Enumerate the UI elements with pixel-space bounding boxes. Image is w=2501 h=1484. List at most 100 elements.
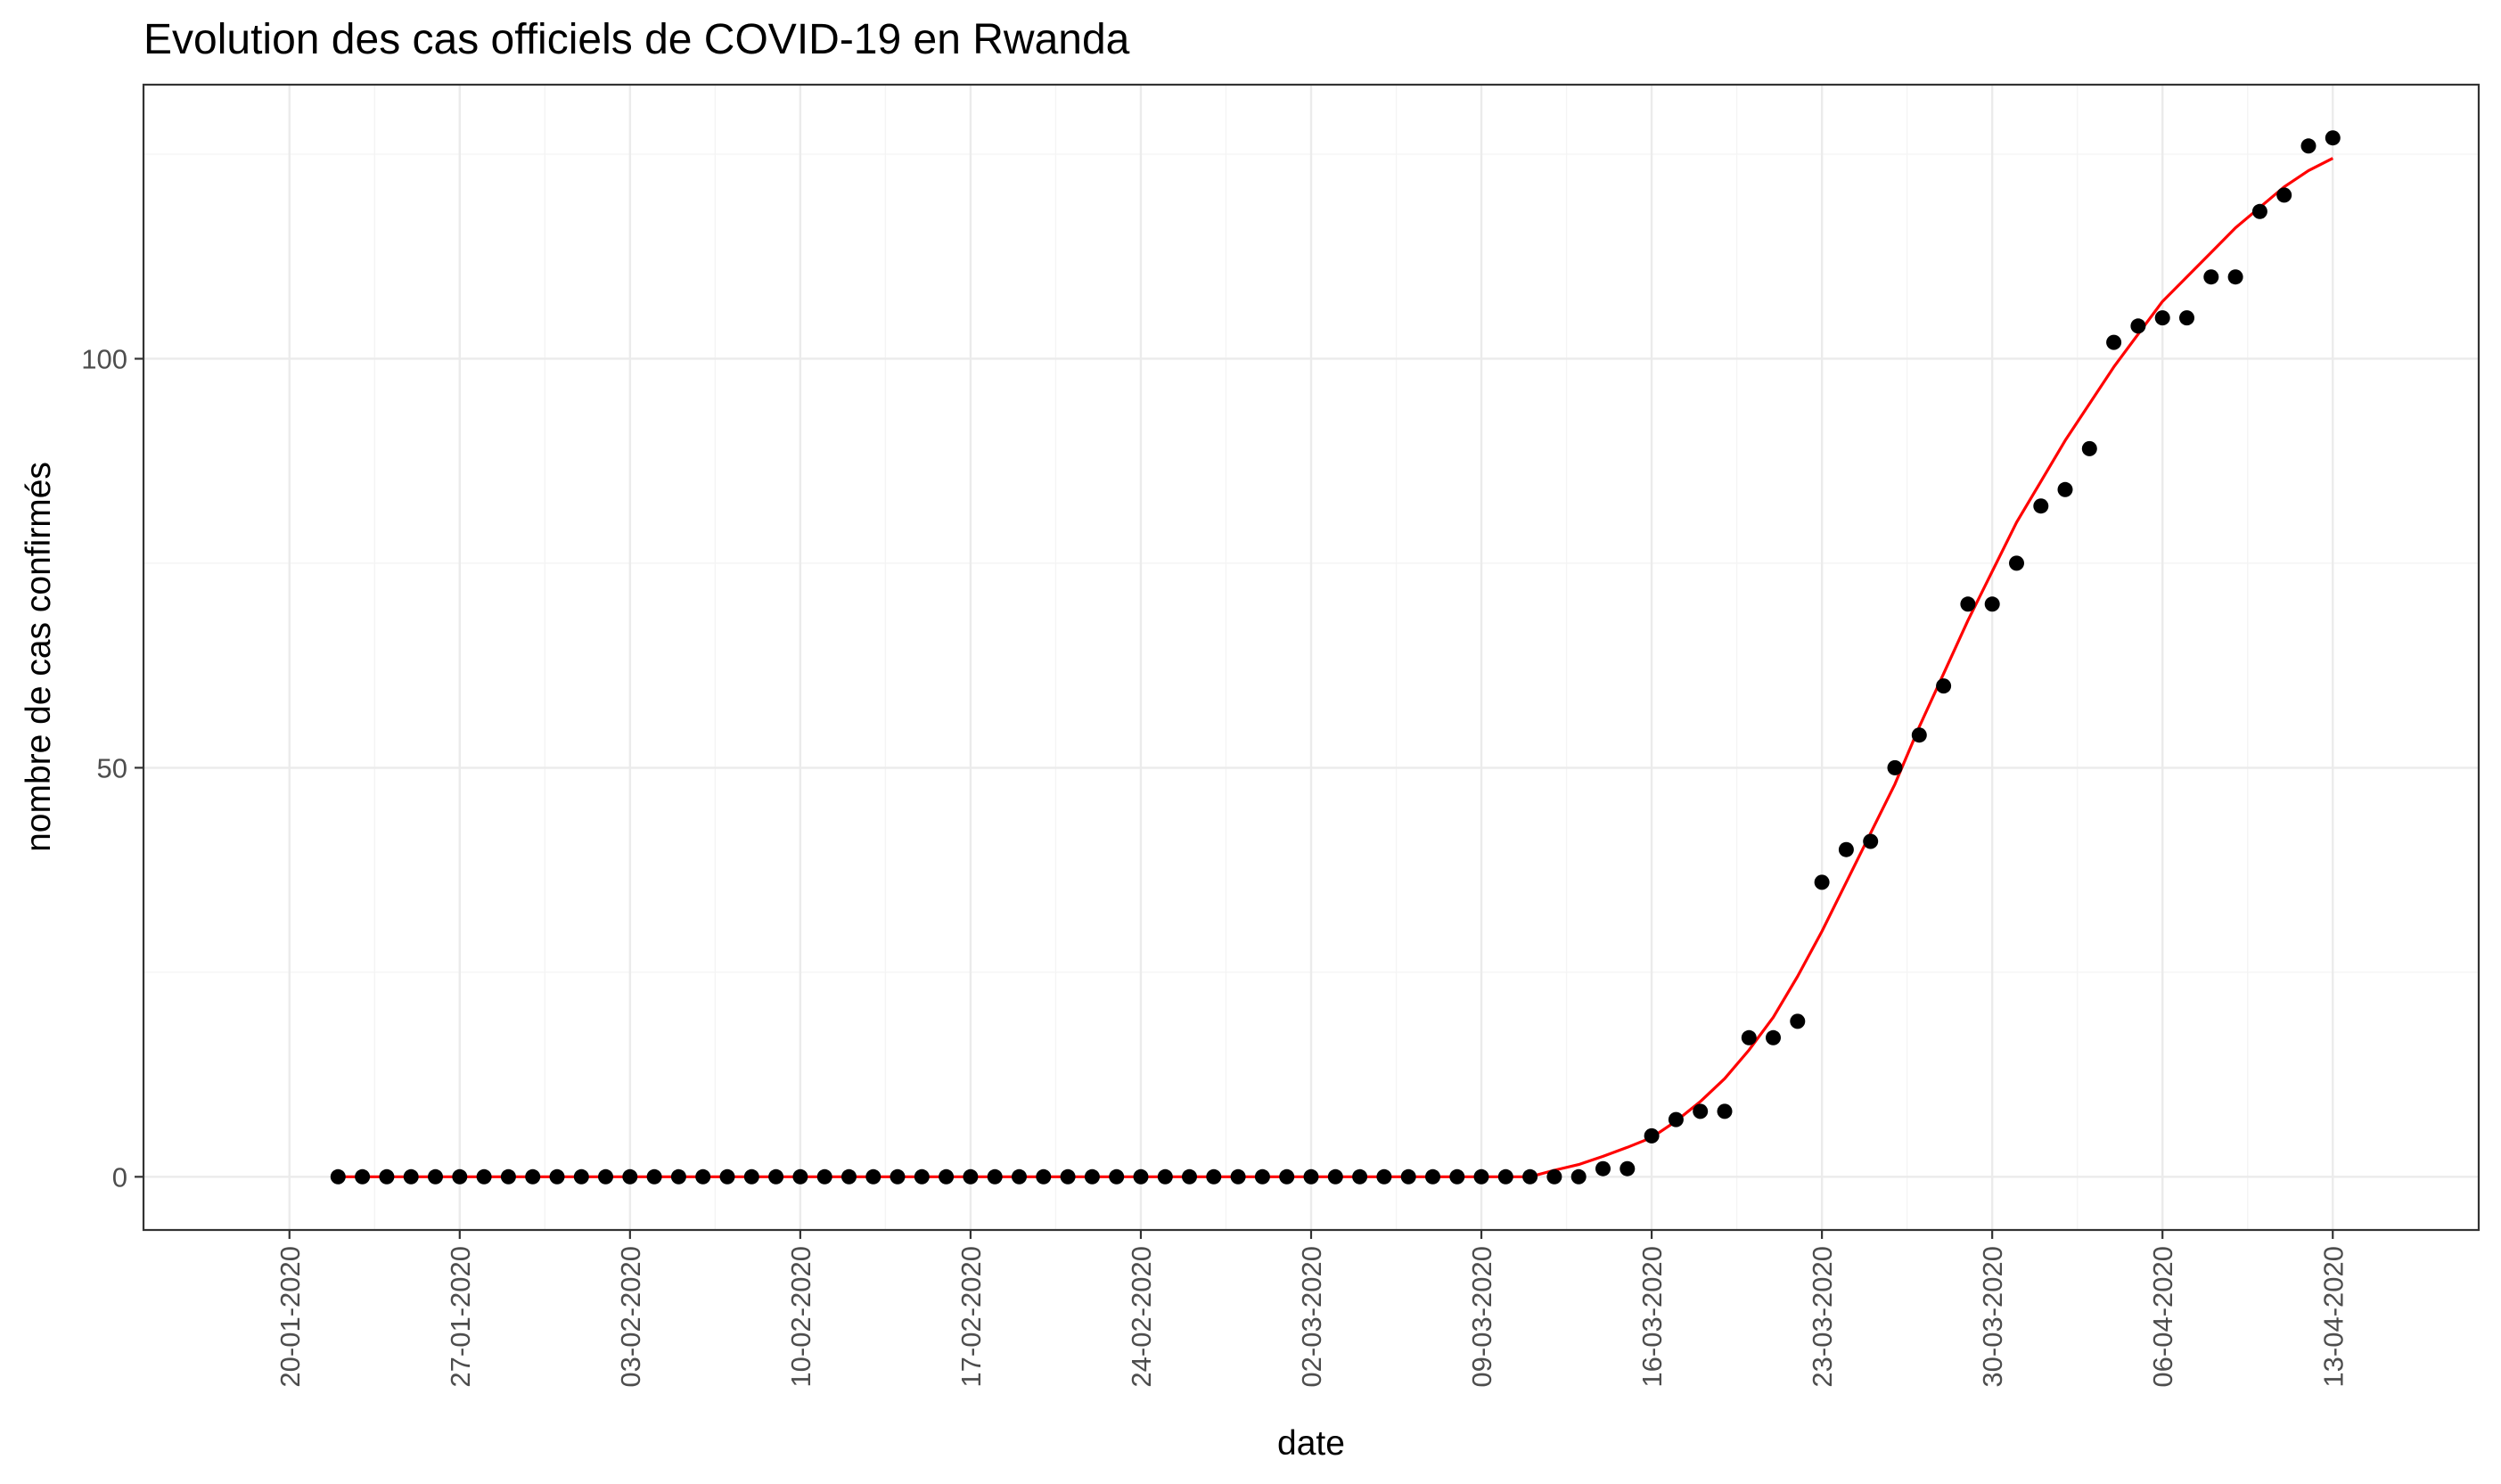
- x-tick-label: 27-01-2020: [445, 1246, 476, 1388]
- data-point: [1644, 1127, 1660, 1144]
- data-point: [1693, 1103, 1709, 1119]
- data-point: [914, 1168, 930, 1185]
- chart-title: Evolution des cas officiels de COVID-19 …: [144, 16, 1130, 63]
- data-point: [2009, 555, 2024, 571]
- y-tick-label: 50: [97, 752, 127, 783]
- data-point: [598, 1168, 613, 1185]
- data-point: [1230, 1168, 1246, 1185]
- data-point: [1012, 1168, 1027, 1185]
- data-point: [1766, 1029, 1781, 1045]
- data-point: [1595, 1160, 1611, 1177]
- data-point: [1036, 1168, 1052, 1185]
- data-point: [1620, 1160, 1636, 1177]
- data-point: [963, 1168, 979, 1185]
- data-point: [2300, 138, 2316, 154]
- data-point: [2130, 318, 2146, 334]
- data-point: [403, 1168, 419, 1185]
- data-point: [1887, 759, 1903, 775]
- data-point: [841, 1168, 857, 1185]
- x-axis: 20-01-2020 27-01-2020 03-02-2020 10-02-2020…: [275, 1230, 2349, 1388]
- data-point: [1084, 1168, 1100, 1185]
- data-point: [695, 1168, 711, 1185]
- data-point: [1376, 1168, 1392, 1185]
- data-point: [1352, 1168, 1368, 1185]
- data-point: [1157, 1168, 1173, 1185]
- data-point: [865, 1168, 882, 1185]
- data-point: [2227, 269, 2243, 285]
- data-point: [1060, 1168, 1076, 1185]
- data-point: [1838, 841, 1854, 857]
- data-point: [1497, 1168, 1513, 1185]
- data-point: [476, 1168, 492, 1185]
- data-point: [355, 1168, 371, 1185]
- x-tick-label: 16-03-2020: [1636, 1246, 1668, 1388]
- data-point: [1741, 1029, 1757, 1045]
- data-point: [2057, 481, 2073, 497]
- x-tick-label: 20-01-2020: [275, 1246, 306, 1388]
- y-tick-label: 100: [81, 343, 127, 374]
- points-group: [330, 130, 2341, 1185]
- grid: [144, 85, 2479, 1230]
- data-point: [1449, 1168, 1465, 1185]
- x-tick-label: 03-02-2020: [615, 1246, 646, 1388]
- data-point: [1327, 1168, 1343, 1185]
- data-point: [670, 1168, 686, 1185]
- data-point: [1960, 596, 1976, 612]
- data-point: [1182, 1168, 1197, 1185]
- data-point: [622, 1168, 638, 1185]
- x-tick-label: 02-03-2020: [1296, 1246, 1327, 1388]
- x-tick-label: 23-03-2020: [1807, 1246, 1838, 1388]
- data-point: [1254, 1168, 1270, 1185]
- data-point: [2106, 334, 2122, 350]
- data-point: [1936, 678, 1952, 694]
- data-point: [379, 1168, 395, 1185]
- fit-line-group: [338, 157, 2334, 1178]
- data-point: [646, 1168, 662, 1185]
- data-point: [1863, 833, 1879, 849]
- data-point: [1473, 1168, 1489, 1185]
- data-point: [719, 1168, 735, 1185]
- data-point: [743, 1168, 759, 1185]
- x-tick-label: 24-02-2020: [1126, 1246, 1157, 1388]
- data-point: [1546, 1168, 1562, 1185]
- data-point: [2154, 310, 2170, 326]
- x-axis-title: date: [1277, 1424, 1345, 1463]
- data-point: [1911, 727, 1927, 743]
- data-point: [525, 1168, 541, 1185]
- data-point: [330, 1168, 346, 1185]
- data-point: [1303, 1168, 1319, 1185]
- data-point: [816, 1168, 832, 1185]
- data-point: [1109, 1168, 1125, 1185]
- x-tick-label: 13-04-2020: [2317, 1246, 2349, 1388]
- data-point: [2276, 187, 2292, 203]
- data-point: [1522, 1168, 1538, 1185]
- y-axis-title: nombre de cas confirmés: [20, 462, 58, 852]
- data-point: [1717, 1103, 1733, 1119]
- data-point: [500, 1168, 516, 1185]
- data-point: [1984, 596, 2000, 612]
- data-point: [2179, 310, 2194, 326]
- data-point: [1133, 1168, 1149, 1185]
- data-point: [890, 1168, 906, 1185]
- x-tick-label: 17-02-2020: [955, 1246, 987, 1388]
- data-point: [1279, 1168, 1295, 1185]
- data-point: [939, 1168, 955, 1185]
- x-tick-label: 09-03-2020: [1466, 1246, 1497, 1388]
- data-point: [2251, 203, 2267, 219]
- y-axis: 0 50 100: [81, 343, 144, 1193]
- data-point: [428, 1168, 443, 1185]
- data-point: [1668, 1111, 1684, 1127]
- data-point: [1400, 1168, 1416, 1185]
- data-point: [452, 1168, 468, 1185]
- data-point: [2203, 269, 2219, 285]
- x-tick-label: 10-02-2020: [785, 1246, 816, 1388]
- data-point: [549, 1168, 565, 1185]
- data-point: [2033, 498, 2049, 514]
- data-point: [768, 1168, 784, 1185]
- data-point: [792, 1168, 808, 1185]
- data-point: [1425, 1168, 1440, 1185]
- data-point: [2325, 130, 2341, 146]
- data-point: [573, 1168, 589, 1185]
- data-point: [1814, 874, 1830, 890]
